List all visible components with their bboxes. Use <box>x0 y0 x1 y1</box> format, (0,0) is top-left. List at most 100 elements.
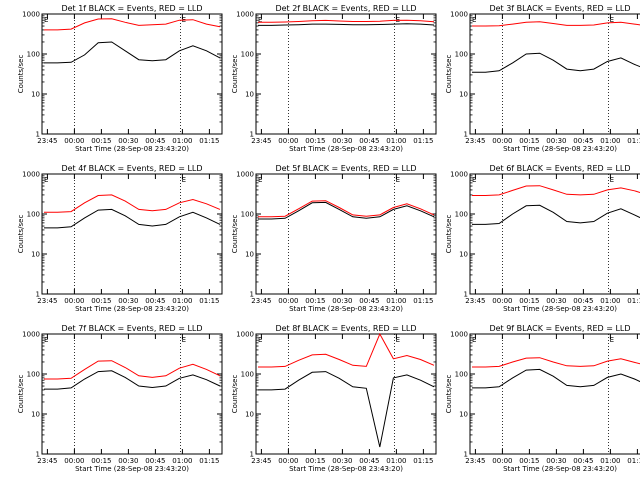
event-marker-label: E <box>472 176 476 184</box>
x-axis-label: Start Time (28-Sep-08 23:43:20) <box>503 465 617 473</box>
x-tick-label: 01:00 <box>172 137 192 145</box>
x-tick-label: 01:15 <box>199 297 219 305</box>
x-tick-label: 01:00 <box>386 137 406 145</box>
event-marker-label: E <box>182 176 186 184</box>
y-tick-label: 1 <box>250 131 254 139</box>
chart-title: Det 3f BLACK = Events, RED = LLD <box>489 4 630 13</box>
events-series-line <box>472 368 640 389</box>
y-tick-label: 1 <box>464 131 468 139</box>
x-tick-label: 00:30 <box>546 137 566 145</box>
x-tick-label: 00:00 <box>64 137 84 145</box>
y-axis-label: Counts/sec <box>445 215 453 254</box>
y-tick-label: 10 <box>245 91 254 99</box>
x-tick-label: 01:00 <box>386 457 406 465</box>
x-tick-label: 00:45 <box>359 297 379 305</box>
x-tick-label: 00:00 <box>492 457 512 465</box>
y-tick-label: 100 <box>27 371 40 379</box>
event-marker-label: E <box>472 336 476 344</box>
x-tick-label: 00:45 <box>359 137 379 145</box>
lld-series-line <box>44 194 221 213</box>
y-tick-label: 100 <box>241 211 254 219</box>
y-tick-label: 1000 <box>22 331 40 339</box>
x-tick-label: 01:15 <box>413 457 433 465</box>
plot-frame <box>41 173 223 295</box>
x-axis-label: Start Time (28-Sep-08 23:43:20) <box>289 465 403 473</box>
y-tick-label: 10 <box>31 251 40 259</box>
chart-title: Det 2f BLACK = Events, RED = LLD <box>275 4 416 13</box>
event-marker-label: E <box>44 176 48 184</box>
y-tick-label: 10 <box>459 251 468 259</box>
chart-title: Det 5f BLACK = Events, RED = LLD <box>275 164 416 173</box>
x-tick-label: 00:30 <box>118 297 138 305</box>
x-axis-label: Start Time (28-Sep-08 23:43:20) <box>289 145 403 153</box>
x-tick-label: 00:15 <box>91 137 111 145</box>
x-tick-label: 00:45 <box>573 457 593 465</box>
x-tick-label: 01:15 <box>413 137 433 145</box>
x-axis-label: Start Time (28-Sep-08 23:43:20) <box>289 305 403 313</box>
x-tick-label: 00:15 <box>519 457 539 465</box>
lld-series-line <box>44 360 221 380</box>
chart-panel: Det 5f BLACK = Events, RED = LLD 1 10 100 10… <box>231 164 437 313</box>
y-axis-label: Counts/sec <box>231 55 239 94</box>
events-series-line <box>44 370 221 390</box>
x-tick-label: 01:00 <box>600 137 620 145</box>
plot-frame <box>469 173 640 295</box>
plot-frame <box>41 333 223 455</box>
x-tick-label: 00:45 <box>359 457 379 465</box>
x-tick-label: 23:45 <box>465 297 485 305</box>
y-tick-label: 100 <box>27 51 40 59</box>
y-tick-label: 1000 <box>22 11 40 19</box>
y-tick-label: 1 <box>36 291 40 299</box>
y-tick-label: 1 <box>464 451 468 459</box>
chart-panel: Det 7f BLACK = Events, RED = LLD 1 10 100 10… <box>17 324 223 473</box>
events-series-line <box>44 41 221 64</box>
event-marker-label: E <box>258 336 262 344</box>
plot-frame <box>255 13 437 135</box>
x-tick-label: 23:45 <box>251 457 271 465</box>
x-tick-label: 00:00 <box>278 457 298 465</box>
x-tick-label: 00:15 <box>91 297 111 305</box>
y-tick-label: 10 <box>245 411 254 419</box>
x-tick-label: 00:15 <box>305 297 325 305</box>
lld-series-line <box>472 21 640 27</box>
plot-frame <box>469 13 640 135</box>
y-tick-label: 10 <box>31 411 40 419</box>
x-tick-label: 00:15 <box>305 457 325 465</box>
x-tick-label: 01:00 <box>600 297 620 305</box>
events-series-line <box>258 23 435 26</box>
event-marker-label: E <box>182 336 186 344</box>
x-tick-label: 00:45 <box>573 297 593 305</box>
y-tick-label: 1000 <box>22 171 40 179</box>
chart-panel: Det 3f BLACK = Events, RED = LLD 1 10 100 10… <box>445 4 640 153</box>
x-axis-label: Start Time (28-Sep-08 23:43:20) <box>75 145 189 153</box>
y-tick-label: 1000 <box>236 11 254 19</box>
events-series-line <box>258 201 435 220</box>
y-tick-label: 10 <box>459 411 468 419</box>
y-tick-label: 100 <box>455 211 468 219</box>
x-tick-label: 01:15 <box>627 137 640 145</box>
event-marker-label: E <box>610 176 614 184</box>
event-marker-label: E <box>44 16 48 24</box>
chart-title: Det 1f BLACK = Events, RED = LLD <box>61 4 202 13</box>
y-tick-label: 1000 <box>450 331 468 339</box>
x-tick-label: 23:45 <box>465 137 485 145</box>
events-series-line <box>44 208 221 229</box>
lld-series-line <box>258 332 435 368</box>
plot-frame <box>255 333 437 455</box>
event-marker-label: E <box>396 336 400 344</box>
event-marker-label: E <box>610 336 614 344</box>
event-marker-label: E <box>258 16 262 24</box>
x-tick-label: 23:45 <box>37 137 57 145</box>
y-axis-label: Counts/sec <box>231 215 239 254</box>
x-tick-label: 00:00 <box>64 297 84 305</box>
x-tick-label: 00:00 <box>492 297 512 305</box>
y-tick-label: 100 <box>27 211 40 219</box>
chart-panel: Det 1f BLACK = Events, RED = LLD 1 10 100 10… <box>17 4 223 153</box>
y-axis-label: Counts/sec <box>17 215 25 254</box>
lld-series-line <box>258 200 435 218</box>
y-axis-label: Counts/sec <box>231 375 239 414</box>
chart-panel: Det 4f BLACK = Events, RED = LLD 1 10 100 10… <box>17 164 223 313</box>
x-tick-label: 00:45 <box>573 137 593 145</box>
chart-title: Det 9f BLACK = Events, RED = LLD <box>489 324 630 333</box>
